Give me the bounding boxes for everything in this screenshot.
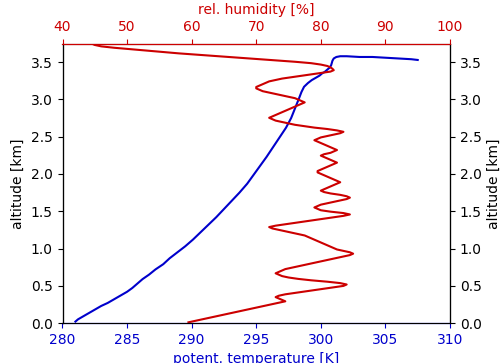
Y-axis label: altitude [km]: altitude [km] bbox=[488, 138, 500, 229]
Y-axis label: altitude [km]: altitude [km] bbox=[11, 138, 25, 229]
X-axis label: rel. humidity [%]: rel. humidity [%] bbox=[198, 3, 314, 17]
Text: sonde 10:48: sonde 10:48 bbox=[0, 362, 1, 363]
X-axis label: potent. temperature [K]: potent. temperature [K] bbox=[173, 352, 340, 363]
